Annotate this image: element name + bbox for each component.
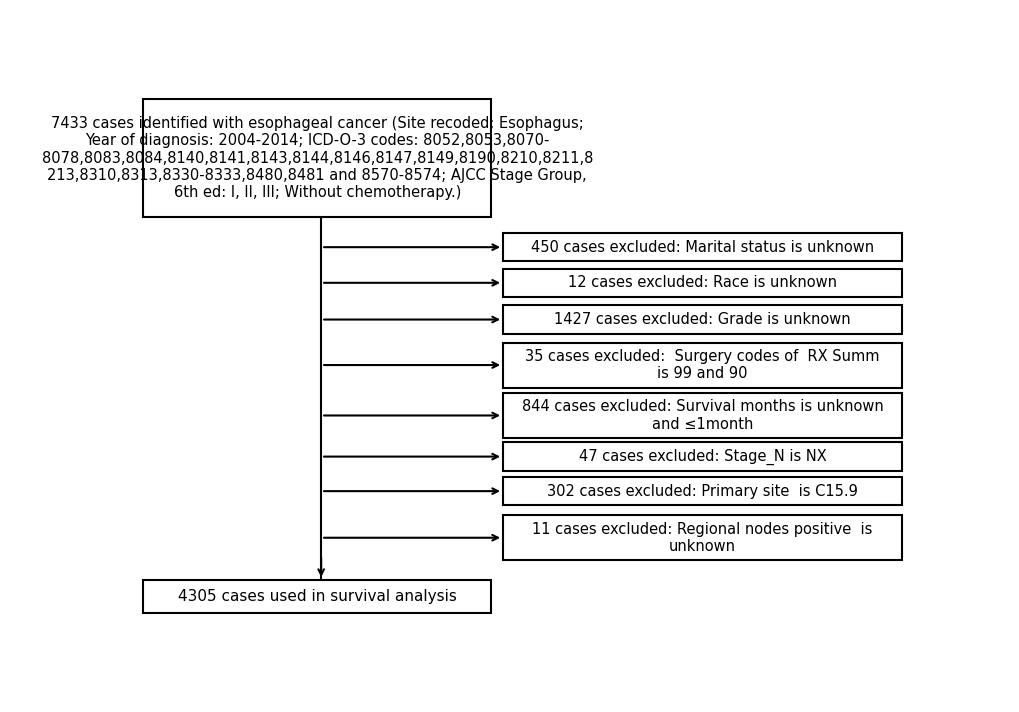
FancyBboxPatch shape <box>502 442 902 471</box>
Text: 11 cases excluded: Regional nodes positive  is
unknown: 11 cases excluded: Regional nodes positi… <box>532 521 872 554</box>
FancyBboxPatch shape <box>502 393 902 438</box>
FancyBboxPatch shape <box>502 342 902 387</box>
Text: 47 cases excluded: Stage_N is NX: 47 cases excluded: Stage_N is NX <box>578 449 825 465</box>
Text: 35 cases excluded:  Surgery codes of  RX Summ
is 99 and 90: 35 cases excluded: Surgery codes of RX S… <box>525 349 879 381</box>
FancyBboxPatch shape <box>502 233 902 261</box>
Text: 4305 cases used in survival analysis: 4305 cases used in survival analysis <box>177 589 457 604</box>
FancyBboxPatch shape <box>502 268 902 297</box>
FancyBboxPatch shape <box>502 305 902 334</box>
Text: 844 cases excluded: Survival months is unknown
and ≤1month: 844 cases excluded: Survival months is u… <box>521 399 882 431</box>
FancyBboxPatch shape <box>143 580 491 613</box>
Text: 450 cases excluded: Marital status is unknown: 450 cases excluded: Marital status is un… <box>531 240 873 255</box>
Text: 1427 cases excluded: Grade is unknown: 1427 cases excluded: Grade is unknown <box>553 312 850 327</box>
FancyBboxPatch shape <box>502 515 902 560</box>
FancyBboxPatch shape <box>143 99 491 217</box>
Text: 302 cases excluded: Primary site  is C15.9: 302 cases excluded: Primary site is C15.… <box>546 483 857 498</box>
Text: 7433 cases identified with esophageal cancer (Site recoded: Esophagus;
Year of d: 7433 cases identified with esophageal ca… <box>42 116 592 200</box>
Text: 12 cases excluded: Race is unknown: 12 cases excluded: Race is unknown <box>568 276 837 290</box>
FancyBboxPatch shape <box>502 477 902 506</box>
